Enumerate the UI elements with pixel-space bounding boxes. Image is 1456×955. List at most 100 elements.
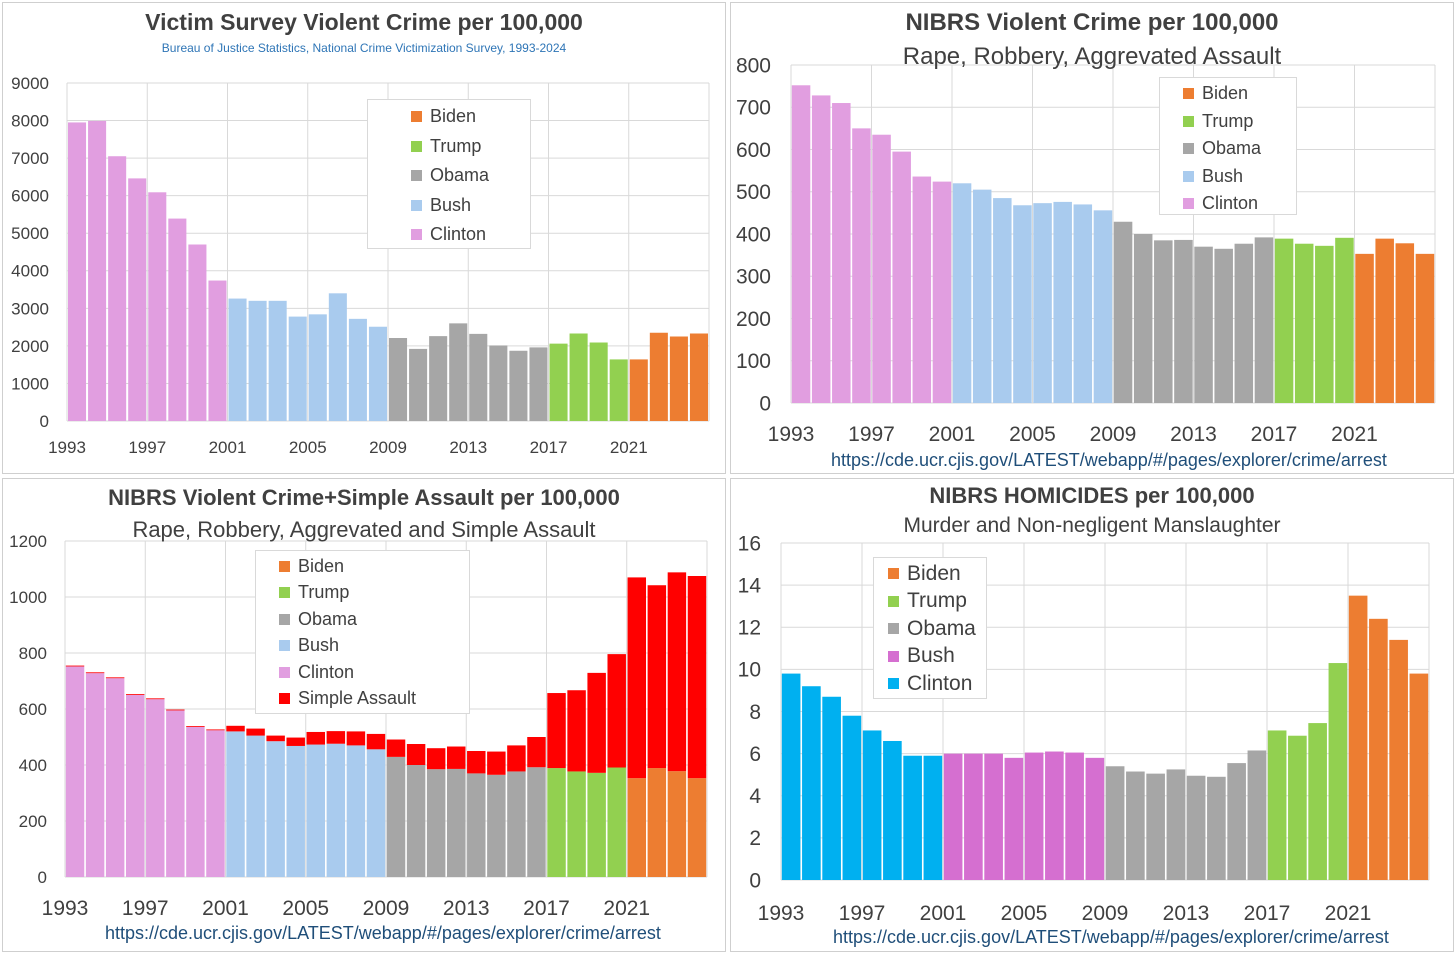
source-link: https://cde.ucr.cjis.gov/LATEST/webapp/#… [831,450,1387,470]
bar-2021 [629,359,648,421]
legend-label: Trump [298,582,350,603]
legend-item: Clinton [874,670,972,698]
legend-label: Obama [430,165,490,186]
legend-label: Obama [1202,138,1262,159]
bar-2016 [1247,750,1267,880]
bar-2002 [972,189,992,403]
x-tick-label: 2013 [449,438,487,457]
bar-simple-assault-2003 [266,735,285,742]
x-tick-label: 2013 [1163,902,1210,925]
bar-2016 [1254,237,1274,403]
bar-1997 [146,699,165,877]
legend-item: Trump [256,580,349,607]
chart-legend: Biden Trump Obama Bush Clinton Simple Assault [255,550,470,714]
legend-swatch [1183,198,1194,210]
legend-item: Biden [874,560,961,588]
bar-2015 [1227,763,1246,880]
bar-2011 [1146,773,1165,880]
legend-swatch [888,568,899,580]
bar-1999 [912,176,932,403]
x-tick-label: 2021 [603,897,650,920]
bar-2007 [1065,752,1084,880]
legend-item: Bush [874,643,955,671]
bar-2020 [1328,663,1348,880]
y-tick-label: 1000 [9,588,47,607]
x-tick-label: 2001 [202,897,249,920]
legend-label: Trump [907,589,967,613]
bar-2009 [389,338,408,421]
nibrs-violent-simple-assault-chart: 0 200 400 600 800 1000 1200 1993 1997 2001 2005 200… [2,478,726,952]
y-tick-label: 12 [738,617,761,640]
bar-2001 [228,298,247,421]
y-tick-label: 400 [19,756,47,775]
x-tick-label: 2017 [530,438,568,457]
x-tick-label: 2017 [1251,423,1298,446]
bar-2013 [469,333,488,421]
bar-2024 [1409,673,1429,880]
legend-item: Trump [874,588,967,616]
bar-2010 [1133,234,1153,403]
legend-swatch [888,623,899,635]
bar-2011 [429,336,448,421]
y-tick-label: 0 [38,868,47,887]
legend-label: Clinton [298,661,355,682]
legend-label: Bush [430,194,472,215]
victim-survey-plot: 0 1000 2000 3000 4000 5000 6000 7000 8000 9000 199… [11,74,710,457]
y-tick-label: 1200 [9,532,47,551]
x-tick-label: 2013 [1170,423,1217,446]
bar-1996 [125,695,145,877]
bar-2014 [1214,248,1233,403]
chart-title: NIBRS Violent Crime per 100,000 [905,9,1279,36]
y-tick-label: 600 [736,139,771,162]
bar-1997 [862,730,882,880]
bar-2010 [1126,771,1145,880]
bar-2008 [366,749,386,877]
source-link: https://cde.ucr.cjis.gov/LATEST/webapp/#… [833,927,1389,947]
bar-2001 [952,183,972,403]
bar-2004 [1004,757,1024,880]
x-tick-label: 1993 [768,423,815,446]
bar-simple-assault-2017 [547,693,566,769]
y-tick-label: 0 [759,392,771,415]
bar-2017 [549,343,568,421]
y-tick-label: 14 [738,574,762,597]
bar-2019 [587,772,606,877]
nibrs-violent-plot: 0 100 200 300 400 500 600 700 800 1993 1997 2001 200… [736,54,1436,446]
chart-legend: Biden Trump Obama Bush Clinton [1159,77,1297,215]
y-tick-label: 8000 [11,112,49,131]
legend-label: Obama [298,608,358,629]
legend-item: Obama [256,606,357,633]
bar-simple-assault-2016 [527,737,546,768]
bar-1996 [852,128,871,403]
bar-2007 [1073,204,1093,403]
chart-title: NIBRS Violent Crime+Simple Assault per 1… [108,485,620,510]
bar-1994 [88,120,107,421]
bar-2000 [208,280,227,421]
bar-simple-assault-2012 [446,746,466,769]
bar-2000 [932,181,952,403]
legend-swatch [411,111,422,123]
y-tick-label: 500 [736,181,771,204]
bar-simple-assault-2006 [326,731,346,744]
bar-2018 [1294,243,1314,403]
chart-subtitle: Rape, Robbery, Aggrevated Assault [902,43,1282,70]
legend-label: Obama [907,616,976,640]
x-tick-label: 2001 [209,438,247,457]
x-tick-label: 2021 [1325,902,1372,925]
bar-2011 [1154,240,1173,403]
legend-item: Bush [256,633,339,660]
bar-2005 [306,744,326,877]
x-tick-label: 2005 [282,897,329,920]
bar-2020 [609,359,628,421]
y-tick-label: 200 [736,308,771,331]
y-tick-label: 3000 [11,299,49,318]
y-tick-label: 8 [749,701,761,724]
bar-simple-assault-1994 [85,672,105,674]
legend-label: Trump [430,135,482,156]
legend-label: Clinton [430,224,487,245]
bar-2009 [1105,766,1125,880]
bar-simple-assault-2009 [386,739,406,757]
legend-item: Biden [368,102,476,132]
bar-2012 [446,768,466,877]
bar-2018 [567,771,586,877]
